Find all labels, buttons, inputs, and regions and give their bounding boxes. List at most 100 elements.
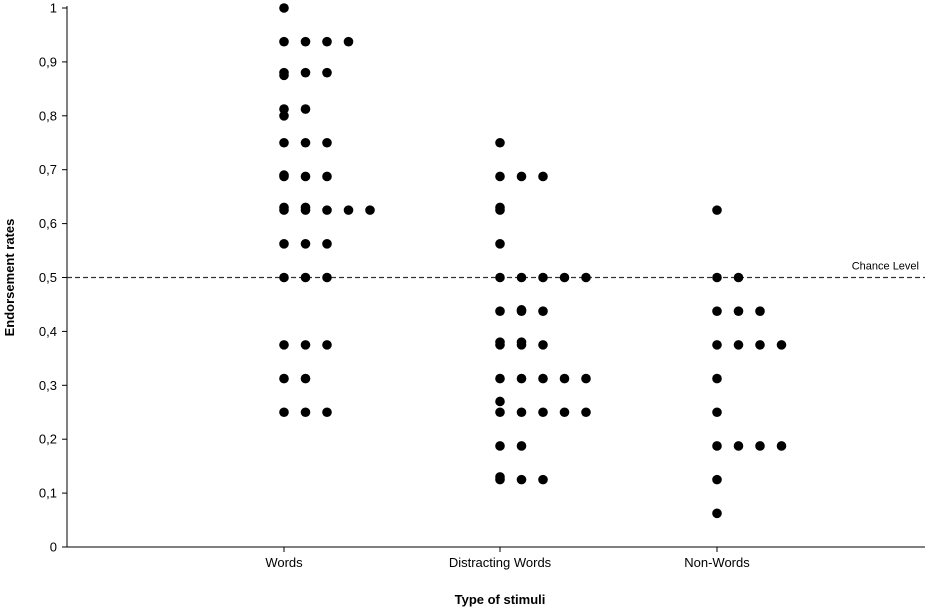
data-point	[516, 373, 527, 384]
data-point	[516, 272, 527, 283]
data-point	[365, 205, 375, 215]
data-point	[300, 104, 311, 114]
data-point	[581, 407, 591, 418]
y-tick-label: 0,7	[39, 162, 57, 177]
data-point	[279, 137, 289, 148]
data-point	[755, 340, 765, 350]
data-point	[559, 272, 570, 283]
data-point	[495, 373, 505, 384]
data-point	[712, 205, 722, 215]
y-tick-label: 0,5	[39, 270, 57, 285]
data-point	[300, 171, 311, 182]
data-point	[712, 407, 722, 418]
data-point	[559, 373, 570, 384]
data-point	[733, 306, 744, 316]
y-tick-label: 0,6	[39, 216, 57, 231]
data-point	[279, 239, 289, 249]
y-tick-label: 0,3	[39, 378, 57, 393]
data-point	[495, 137, 505, 148]
data-point	[322, 239, 332, 249]
data-point	[495, 337, 505, 347]
data-point	[495, 396, 505, 407]
data-point	[300, 373, 311, 384]
data-point	[755, 441, 765, 451]
axes	[66, 6, 925, 548]
data-point	[322, 272, 332, 283]
data-point	[279, 111, 289, 121]
data-point	[300, 239, 311, 249]
data-point	[300, 36, 311, 47]
y-tick-label: 0,8	[39, 108, 57, 123]
data-point	[538, 407, 548, 418]
y-tick-label: 0,9	[39, 54, 57, 69]
y-tick-label: 0	[50, 540, 57, 555]
data-point	[495, 472, 505, 482]
data-point	[322, 36, 332, 47]
y-tick-label: 0,1	[39, 486, 57, 501]
data-point	[581, 272, 591, 283]
data-point	[495, 171, 505, 182]
y-axis-title: Endorsement rates	[2, 219, 17, 337]
data-point	[279, 373, 289, 384]
data-point	[322, 407, 332, 418]
data-point	[300, 407, 311, 418]
data-point	[712, 306, 722, 316]
data-point	[300, 67, 311, 78]
data-point	[776, 441, 787, 451]
data-point	[538, 340, 548, 350]
data-point	[322, 67, 332, 78]
y-tick-label: 1	[50, 1, 57, 16]
data-point	[516, 407, 527, 418]
data-point	[516, 441, 527, 451]
y-tick-label: 0,4	[39, 324, 57, 339]
data-point	[538, 171, 548, 182]
data-point	[712, 340, 722, 350]
data-point	[279, 170, 289, 180]
data-point	[559, 407, 570, 418]
data-point	[712, 441, 722, 451]
data-point	[279, 70, 289, 81]
reference-line-label: Chance Level	[852, 261, 919, 273]
data-point	[300, 202, 311, 213]
y-tick-label: 0,2	[39, 432, 57, 447]
x-tick-label: Words	[265, 555, 303, 570]
data-point	[322, 205, 332, 215]
data-point	[538, 474, 548, 485]
data-point	[538, 373, 548, 384]
data-point	[538, 306, 548, 316]
data-point	[322, 171, 332, 182]
x-tick-label: Distracting Words	[449, 555, 552, 570]
data-point	[495, 239, 505, 249]
data-point	[322, 137, 332, 148]
data-point	[733, 340, 744, 350]
data-point	[516, 337, 527, 347]
data-point	[279, 340, 289, 350]
data-point	[495, 441, 505, 451]
data-point	[279, 3, 289, 13]
y-ticks: 0 0,1 0,2 0,3 0,4 0,5 0,6 0,7 0,8 0,9 1	[39, 1, 67, 555]
data-point	[712, 508, 722, 519]
x-axis-title: Type of stimuli	[455, 592, 546, 607]
data-point	[495, 272, 505, 283]
data-point	[712, 272, 722, 283]
data-point	[755, 306, 765, 316]
data-point	[300, 272, 311, 283]
data-point	[279, 407, 289, 418]
data-point	[343, 205, 354, 215]
data-point	[516, 474, 527, 485]
data-point	[733, 441, 744, 451]
data-point	[279, 272, 289, 283]
data-point	[495, 202, 505, 213]
data-point	[712, 474, 722, 485]
data-point	[343, 36, 354, 47]
data-point	[279, 104, 289, 114]
data-point	[516, 171, 527, 182]
data-point	[776, 340, 787, 350]
data-point	[733, 272, 744, 283]
data-point	[300, 340, 311, 350]
data-point	[279, 36, 289, 47]
data-point	[516, 305, 527, 315]
x-tick-label: Non-Words	[684, 555, 750, 570]
data-point	[300, 137, 311, 148]
data-points	[279, 3, 787, 519]
